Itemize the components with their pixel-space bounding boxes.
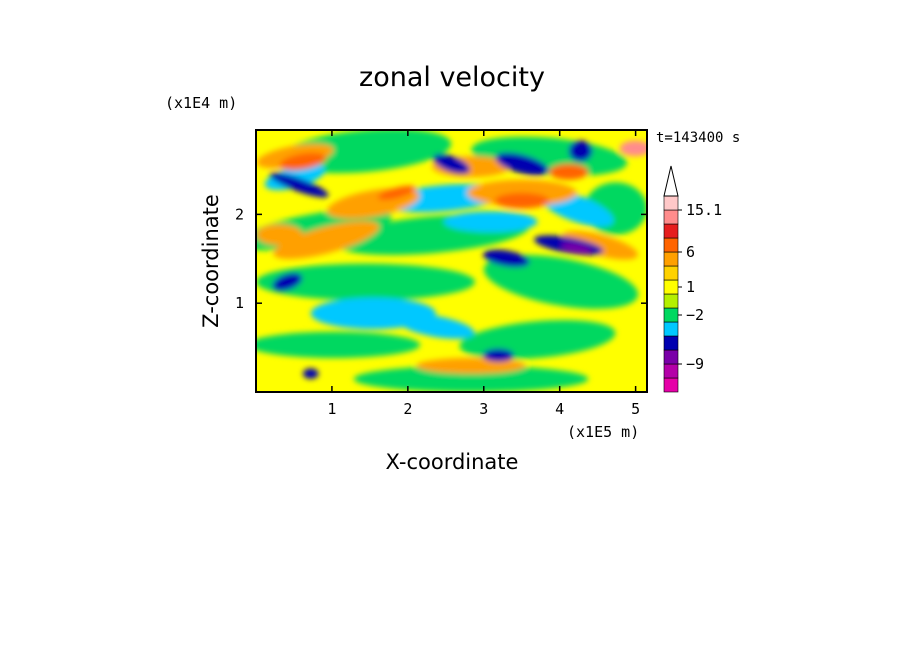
colorbar-tick-label: 15.1 [686,201,722,219]
contour-region [549,164,589,180]
colorbar-bin [663,223,679,239]
y-axis-ticks: 12 [235,205,647,312]
contour-region [272,272,303,292]
colorbar-extend-arrow [663,165,679,197]
y-tick-label: 2 [235,205,244,223]
colorbar-bin [663,377,679,393]
colorbar-tick-label: 1 [686,278,695,296]
contour-region [568,140,593,162]
x-axis-ticks: 1 2 3 4 5 [327,130,640,418]
contour-region [416,357,526,374]
contour-region [279,152,327,171]
contour-region [377,185,416,201]
chart-title: zonal velocity [359,62,545,93]
time-label: t=143400 s [656,130,740,146]
colorbar-bin [663,265,679,281]
contour-region [483,255,639,309]
contour-region [467,179,577,206]
colorbar-bin [663,279,679,295]
x-tick-label: 5 [631,400,640,418]
contour-region [562,230,638,260]
contour-region [256,331,421,358]
contour-region [256,263,475,301]
colorbar-tick-label: 6 [686,243,695,261]
contour-region [619,140,647,157]
contour-region [494,192,550,209]
colorbar-bin [663,237,679,253]
colorbar-bin [663,307,679,323]
x-tick-label: 4 [555,400,564,418]
contour-region [561,243,593,253]
contour-region [397,314,475,339]
contour-region [269,172,329,198]
y-multiplier-label: (x1E4 m) [165,94,237,112]
x-tick-label: 1 [327,400,336,418]
contour-region [273,221,380,260]
colorbar-bin [663,363,679,379]
contour-region [353,365,589,392]
contour-region [256,224,303,246]
contour-region [495,152,549,176]
y-axis-label: Z-coordinate [199,194,223,328]
colorbar-bin [663,321,679,337]
plot-frame [255,129,648,393]
x-tick-label: 3 [479,400,488,418]
x-tick-label: 2 [403,400,412,418]
contour-region [302,368,319,379]
colorbar: 15.1 6 1 −2 −9 [663,165,722,393]
colorbar-bin [663,195,679,211]
colorbar-bin [663,293,679,309]
colorbar-bin [663,335,679,351]
colorbar-bin [663,251,679,267]
contour-region [432,154,471,175]
contour-region [483,249,530,268]
y-tick-label: 1 [235,294,244,312]
colorbar-tick-label: −2 [686,306,704,324]
x-multiplier-label: (x1E5 m) [567,423,639,441]
contour-region [443,211,538,233]
colorbar-bin [663,349,679,365]
colorbar-bin [663,209,679,225]
colorbar-tick-label: −9 [686,355,704,373]
contour-region [482,348,515,362]
velocity-field [256,130,647,392]
x-axis-label: X-coordinate [386,450,519,474]
